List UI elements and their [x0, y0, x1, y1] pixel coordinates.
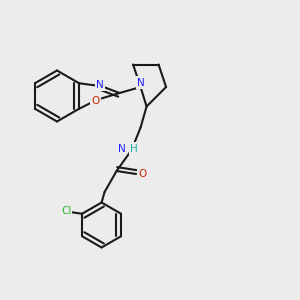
Text: O: O: [92, 96, 100, 106]
Text: H: H: [130, 143, 138, 154]
Text: N: N: [96, 80, 104, 90]
Text: N: N: [137, 77, 145, 88]
Text: O: O: [138, 169, 146, 179]
Text: N: N: [118, 143, 126, 154]
Text: Cl: Cl: [61, 206, 71, 216]
